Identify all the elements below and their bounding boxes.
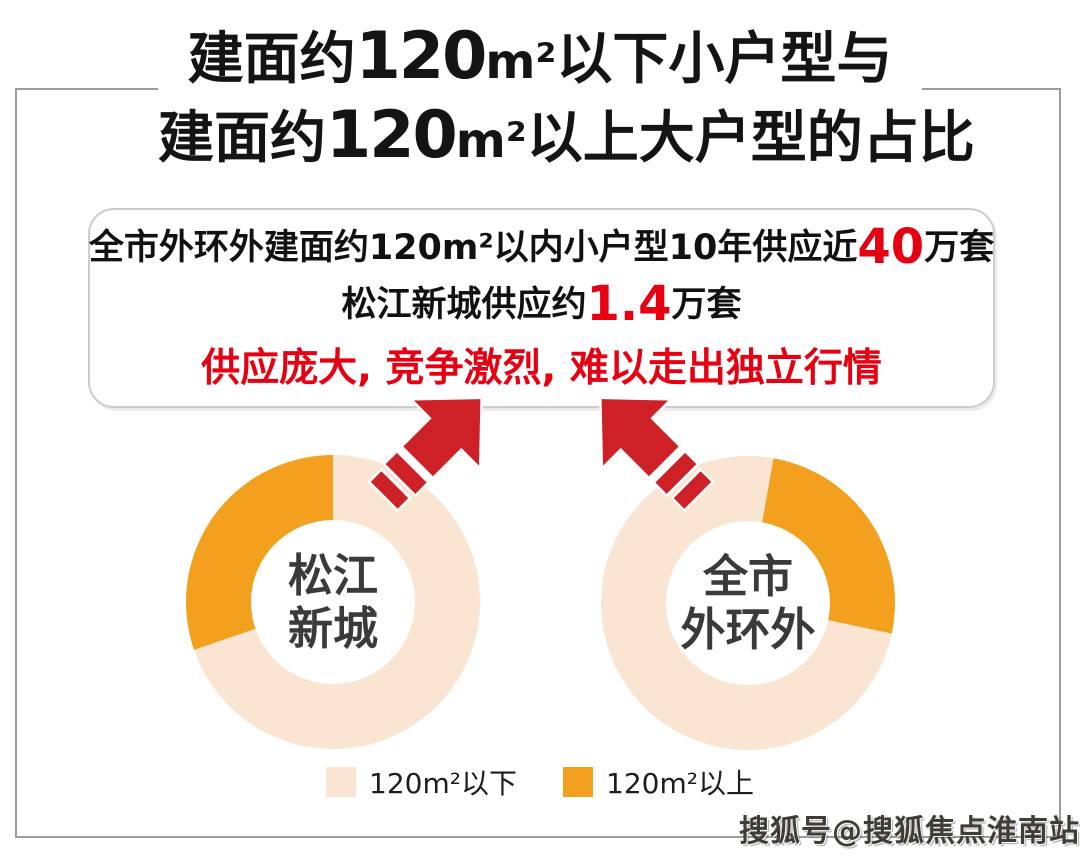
donut-label-line: 新城 (287, 602, 378, 655)
title-number: 120 (326, 98, 458, 173)
legend-label-over-120: 120m²以上 (606, 767, 754, 800)
title-line-2: 建面约120m²以上大户型的占比 (158, 98, 975, 178)
donut-center-label: 松江 新城 (186, 455, 480, 749)
legend-swatch-under-120 (326, 767, 357, 797)
legend-label-under-120: 120m²以下 (369, 767, 517, 800)
page-title: 建面约120m²以下小户型与 建面约120m²以上大户型的占比 (158, 20, 975, 178)
annotation-line-2: 松江新城供应约1.4万套 (341, 280, 741, 328)
chart-legend: 120m²以下 120m²以上 (0, 762, 1080, 802)
donut-chart-songjiang: 松江 新城 (186, 455, 480, 749)
title-text: 建面约 (187, 27, 356, 92)
legend-item-under-120: 120m²以下 (326, 762, 517, 802)
donut-label-line: 全市 (702, 549, 793, 603)
annotation-box: 全市外环外建面约120m²以内小户型10年供应近40万套 松江新城供应约1.4万… (88, 208, 995, 408)
watermark: 搜狐号@搜狐焦点淮南站 (739, 814, 1080, 849)
title-text: 以下小户型与 (556, 27, 893, 92)
highlight-number: 1.4 (586, 276, 672, 332)
donut-center-label: 全市 外环外 (601, 456, 895, 750)
annotation-line-3: 供应庞大, 竞争激烈, 难以走出独立行情 (201, 346, 882, 391)
highlight-number: 40 (857, 219, 925, 275)
donut-hole (666, 521, 830, 685)
content-frame (15, 88, 1061, 838)
title-unit: m² (485, 34, 557, 90)
annotation-text: 万套 (924, 228, 995, 268)
donut-label-line: 外环外 (680, 603, 816, 656)
legend-item-over-120: 120m²以上 (563, 762, 754, 802)
annotation-text: 全市外环外建面约120m²以内小户型10年供应近 (88, 228, 858, 268)
legend-swatch-over-120 (563, 767, 593, 797)
title-text: 建面约 (158, 106, 326, 171)
striped-up-arrow-left-icon (367, 396, 483, 513)
title-line-1: 建面约120m²以下小户型与 (158, 20, 922, 99)
annotation-text: 万套 (671, 285, 742, 325)
annotation-line-1: 全市外环外建面约120m²以内小户型10年供应近40万套 (89, 223, 994, 271)
title-unit: m² (455, 113, 527, 169)
donut-chart-citywide: 全市 外环外 (601, 456, 895, 750)
striped-up-arrow-right-icon (599, 396, 715, 513)
donut-hole (251, 520, 415, 684)
annotation-text: 松江新城供应约 (341, 285, 587, 325)
title-text: 以上大户型的占比 (526, 106, 975, 171)
title-number: 120 (355, 19, 488, 94)
donut-label-line: 松江 (287, 548, 378, 602)
